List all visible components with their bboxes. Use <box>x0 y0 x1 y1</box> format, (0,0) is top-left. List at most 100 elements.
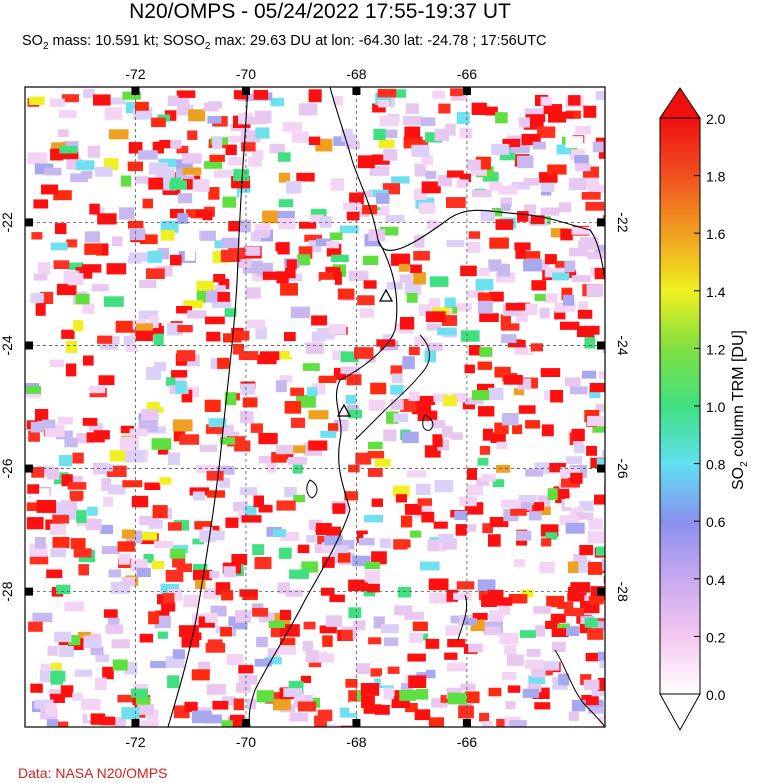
so2-pixel <box>559 515 579 525</box>
so2-pixel <box>470 619 485 632</box>
so2-pixel <box>170 548 186 559</box>
so2-pixel <box>585 652 600 662</box>
so2-pixel <box>50 547 66 558</box>
so2-pixel <box>520 630 536 638</box>
so2-pixel <box>31 467 45 478</box>
so2-pixel <box>159 398 176 407</box>
so2-pixel <box>73 548 92 558</box>
so2-pixel <box>207 115 222 124</box>
so2-pixel <box>170 254 182 266</box>
so2-pixel <box>262 210 278 224</box>
so2-pixel <box>130 559 148 571</box>
so2-pixel <box>539 561 555 574</box>
lon-tick-label-bottom: -70 <box>236 734 256 750</box>
so2-pixel <box>291 131 309 143</box>
so2-pixel <box>95 654 110 662</box>
so2-pixel <box>259 455 273 464</box>
so2-pixel <box>157 446 169 455</box>
so2-pixel <box>557 623 570 632</box>
so2-pixel <box>398 263 410 272</box>
so2-pixel <box>408 391 420 401</box>
frame-tick-lon <box>131 87 140 95</box>
so2-pixel <box>277 152 291 162</box>
so2-pixel <box>73 320 84 332</box>
so2-pixel <box>50 670 66 682</box>
so2-pixel <box>279 351 293 360</box>
frame-tick-lat <box>25 218 33 227</box>
so2-pixel <box>153 333 164 346</box>
colorbar-tick-label: 0.2 <box>706 629 726 645</box>
so2-pixel <box>226 135 242 143</box>
so2-pixel <box>90 713 106 725</box>
so2-pixel <box>523 258 542 272</box>
so2-pixel <box>64 601 85 612</box>
so2-pixel <box>248 156 262 167</box>
so2-pixel <box>596 91 605 101</box>
so2-pixel <box>253 90 269 100</box>
so2-pixel <box>46 569 63 579</box>
so2-pixel <box>604 256 605 266</box>
so2-pixel <box>471 390 490 401</box>
so2-pixel <box>595 231 605 242</box>
so2-pixel <box>225 517 239 528</box>
lat-tick-label-left: -28 <box>0 581 15 601</box>
so2-pixel <box>206 471 224 481</box>
so2-pixel <box>526 649 541 657</box>
so2-pixel <box>35 537 46 549</box>
so2-pixel <box>330 725 350 727</box>
so2-sub-a: 2 <box>42 40 49 52</box>
so2-pixel <box>203 102 219 112</box>
so2-pixel <box>391 176 410 184</box>
so2-pixel <box>555 492 570 504</box>
so2-pixel <box>340 351 359 363</box>
so2-pixel <box>221 696 236 706</box>
so2-pixel <box>29 555 49 565</box>
so2-pixel <box>540 96 552 106</box>
so2-pixel <box>213 169 233 178</box>
so2-pixel <box>194 521 212 533</box>
so2-pixel <box>501 334 517 343</box>
so2-pixel <box>571 699 586 712</box>
so2-pixel <box>597 677 605 691</box>
so2-pixel <box>101 546 120 555</box>
so2-pixel <box>556 111 574 119</box>
so2-pixel <box>139 280 157 289</box>
so2-pixel <box>236 186 251 198</box>
so2-pixel <box>228 157 243 166</box>
so2-pixel <box>425 638 440 649</box>
so2-pixel <box>478 267 490 277</box>
so2-pixel <box>27 152 48 165</box>
so2-pixel <box>228 221 248 232</box>
so2-pixel <box>575 163 591 172</box>
map-grid <box>25 87 605 727</box>
so2-pixel <box>120 175 132 187</box>
so2-pixel <box>525 114 546 122</box>
so2-pixel <box>65 363 77 377</box>
so2-pixel <box>165 570 184 582</box>
so2-pixel <box>60 685 74 698</box>
so2-pixel <box>119 207 135 220</box>
so2-pixel <box>564 260 576 273</box>
so2-pixel <box>342 540 355 550</box>
so2-pixel <box>284 401 302 414</box>
lat-tick-label-right: -26 <box>615 458 631 478</box>
so2-pixel <box>61 329 75 339</box>
so2-pixel <box>147 250 163 263</box>
lat-tick-label-left: -22 <box>0 212 15 232</box>
so2-pixel <box>495 112 508 124</box>
so2-pixel <box>477 579 496 591</box>
so2-pixel <box>538 259 549 270</box>
so2-pixel <box>139 234 158 245</box>
so2-pixel <box>603 206 605 216</box>
so2-pixel <box>383 149 398 161</box>
so2-pixel <box>161 602 176 612</box>
so2-pixel <box>167 675 180 689</box>
so2-pixel <box>236 682 251 693</box>
so2-pixel <box>421 181 441 194</box>
so2-pixel <box>383 687 394 700</box>
so2-pixel <box>98 375 115 386</box>
so2-pixel <box>543 661 560 671</box>
so2-pixel <box>300 675 312 683</box>
so2-pixel <box>210 357 222 370</box>
so2-pixel <box>250 423 263 433</box>
